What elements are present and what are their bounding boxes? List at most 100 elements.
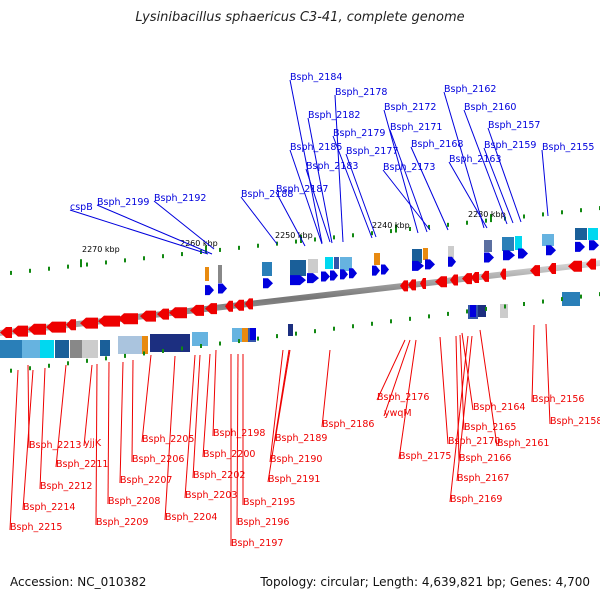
label-leader [531, 324, 535, 403]
gene-arrow-reverse [66, 319, 76, 331]
domain-tile [374, 253, 380, 265]
gene-label[interactable]: Bsph_2166 [459, 453, 511, 464]
gene-label[interactable]: Bsph_2170 [448, 436, 500, 447]
gene-label[interactable]: Bsph_2215 [10, 522, 62, 533]
gene-label[interactable]: Bsph_2183 [306, 161, 358, 172]
label-leader [119, 361, 124, 484]
gene-label[interactable]: Bsph_2188 [241, 189, 293, 200]
gene-arrow-reverse [190, 304, 204, 316]
scale-tick [86, 262, 88, 267]
gene-label[interactable]: Bsph_2209 [96, 517, 148, 528]
label-leader [275, 191, 306, 247]
gene-label[interactable]: Bsph_2161 [497, 438, 549, 449]
label-leader [267, 349, 290, 483]
gene-label[interactable]: cspB [70, 202, 93, 213]
domain-tile [575, 228, 587, 240]
gene-label[interactable]: Bsph_2162 [444, 84, 496, 95]
gene-label[interactable]: Bsph_2214 [23, 502, 75, 513]
gene-label[interactable]: Bsph_2186 [322, 419, 374, 430]
gene-label[interactable]: Bsph_2159 [484, 140, 536, 151]
gene-label[interactable]: Bsph_2173 [383, 162, 435, 173]
gene-label[interactable]: Bsph_2168 [411, 139, 463, 150]
gene-label[interactable]: Bsph_2191 [268, 474, 320, 485]
gene-label[interactable]: Bsph_2195 [243, 497, 295, 508]
gene-label[interactable]: Bsph_2178 [335, 87, 387, 98]
gene-labels: Bsph_2184 Bsph_2178 Bsph_2182 Bsph_2172 Bsph… [10, 72, 600, 549]
gene-arrow-reverse [12, 325, 28, 337]
scale-tick [67, 264, 69, 269]
label-leader [345, 153, 377, 238]
label-leader [376, 339, 406, 401]
gene-label[interactable]: Bsph_2164 [473, 402, 525, 413]
domain-tile [325, 257, 333, 269]
scale-tick [485, 306, 487, 311]
gene-label[interactable]: Bsph_2184 [290, 72, 342, 83]
gene-label[interactable]: Bsph_2204 [165, 512, 217, 523]
label-leader [95, 363, 98, 526]
gene-label[interactable]: Bsph_2199 [97, 197, 149, 208]
gene-label[interactable]: Bsph_2187 [276, 184, 328, 195]
gene-arrow-forward [546, 245, 556, 256]
gene-label[interactable]: yjjK [84, 438, 102, 449]
gene-arrow-forward [205, 285, 214, 296]
gene-label[interactable]: Bsph_2176 [377, 392, 429, 403]
scale-tick [371, 321, 373, 326]
gene-label[interactable]: Bsph_2190 [270, 454, 322, 465]
gene-label[interactable]: Bsph_2198 [213, 428, 265, 439]
gene-label[interactable]: Bsph_2169 [450, 494, 502, 505]
scale-tick [504, 304, 506, 309]
gene-label[interactable]: Bsph_2157 [488, 120, 540, 131]
gene-label[interactable]: Bsph_2165 [464, 422, 516, 433]
gene-label[interactable]: Bsph_2189 [275, 433, 327, 444]
gene-label[interactable]: Bsph_2175 [399, 451, 451, 462]
gene-label[interactable]: Bsph_2182 [308, 110, 360, 121]
gene-label[interactable]: Bsph_2177 [346, 146, 398, 157]
gene-label[interactable]: Bsph_2171 [390, 122, 442, 133]
gene-arrow-reverse [140, 310, 156, 322]
scale-tick [105, 260, 107, 265]
scale-tick [333, 235, 335, 240]
gene-label[interactable]: Bsph_2158 [550, 416, 600, 427]
gene-label[interactable]: Bsph_2155 [542, 142, 594, 153]
domain-tile [40, 340, 54, 358]
label-leader [410, 146, 449, 231]
scale-tick [447, 311, 449, 316]
gene-label[interactable]: Bsph_2185 [290, 142, 342, 153]
gene-arrow-reverse [471, 272, 479, 284]
gene-label[interactable]: Bsph_2213 [29, 440, 81, 451]
scale-tick [276, 334, 278, 339]
domain-tile [502, 237, 514, 251]
gene-label[interactable]: Bsph_2160 [464, 102, 516, 113]
gene-label[interactable]: Bsph_2202 [193, 470, 245, 481]
gene-label[interactable]: Bsph_2196 [237, 517, 289, 528]
gene-label[interactable]: Bsph_2156 [532, 394, 584, 405]
gene-label[interactable]: Bsph_2208 [108, 496, 160, 507]
domain-tile [118, 336, 142, 354]
gene-label[interactable]: Bsph_2206 [132, 454, 184, 465]
gene-label[interactable]: Bsph_2211 [56, 459, 108, 470]
gene-label[interactable]: Bsph_2197 [231, 538, 283, 549]
gene-arrows [0, 240, 599, 338]
scale-label: 2270 kbp [82, 245, 120, 254]
gene-label[interactable]: Bsph_2192 [154, 193, 206, 204]
gene-label[interactable]: Bsph_2212 [40, 481, 92, 492]
gene-label[interactable]: ywqM [384, 408, 412, 419]
gene-label[interactable]: Bsph_2172 [384, 102, 436, 113]
domain-tile [262, 262, 272, 276]
label-leader [212, 349, 217, 437]
label-leader [305, 168, 331, 243]
gene-label[interactable]: Bsph_2205 [142, 434, 194, 445]
domain-tile [290, 260, 306, 276]
gene-label[interactable]: Bsph_2207 [120, 475, 172, 486]
gene-label[interactable]: Bsph_2200 [203, 449, 255, 460]
gene-label[interactable]: Bsph_2203 [185, 490, 237, 501]
gene-label[interactable]: Bsph_2167 [457, 473, 509, 484]
label-leader [164, 355, 176, 521]
domain-tile [478, 305, 486, 317]
gene-label[interactable]: Bsph_2179 [333, 128, 385, 139]
gene-arrow-reverse [530, 265, 540, 277]
label-leader [461, 332, 474, 411]
scale-tick [200, 344, 202, 348]
gene-arrow-reverse [157, 308, 169, 320]
gene-label[interactable]: Bsph_2163 [449, 154, 501, 165]
